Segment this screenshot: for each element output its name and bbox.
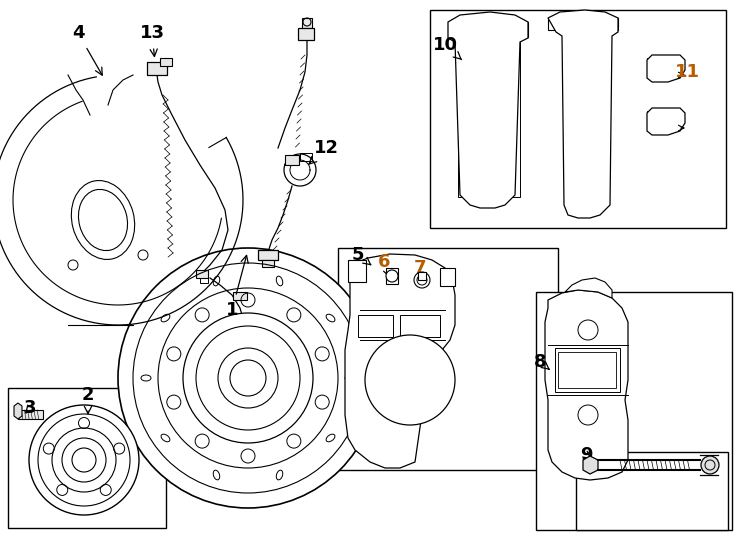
Bar [18,410,43,419]
Text: 3: 3 [23,399,36,417]
Bar [298,28,314,40]
Polygon shape [14,403,22,419]
Text: 4: 4 [72,24,102,75]
Bar [448,22,460,37]
Bar [607,18,618,30]
Circle shape [414,272,430,288]
Circle shape [118,248,378,508]
Text: 8: 8 [534,353,549,371]
Bar [668,111,680,121]
Bar [548,18,562,30]
Text: 9: 9 [580,446,592,464]
Bar [518,22,528,37]
Bar [386,268,398,284]
Text: 11: 11 [675,63,700,81]
Bar [338,248,558,470]
Bar [418,272,426,280]
Circle shape [29,405,139,515]
Polygon shape [583,456,598,474]
Text: 5: 5 [352,246,371,265]
Bar [400,315,440,337]
Polygon shape [647,108,685,135]
Bar [258,250,278,260]
Bar [200,278,208,283]
Bar [536,292,732,530]
Text: 1: 1 [226,255,248,319]
Bar [652,60,674,75]
Circle shape [365,335,455,425]
Bar [302,18,312,30]
Bar [233,292,247,300]
Circle shape [701,456,719,474]
Text: 7: 7 [414,259,426,281]
Bar [668,58,680,68]
Bar [576,452,728,530]
Polygon shape [565,278,612,298]
Bar [8,388,166,528]
Bar [196,270,208,278]
Text: 2: 2 [81,386,94,414]
Bar [262,260,274,267]
Bar [160,58,172,66]
Bar [647,58,657,68]
Polygon shape [548,10,618,218]
Polygon shape [647,55,685,82]
Polygon shape [545,290,628,480]
Bar [430,10,726,228]
Polygon shape [345,254,455,468]
Bar [647,111,657,121]
Text: 12: 12 [309,139,338,164]
Bar [458,42,520,197]
Text: 10: 10 [432,36,462,59]
Text: 13: 13 [139,24,164,57]
Bar [440,268,455,286]
Bar [300,153,312,161]
Bar [558,352,616,388]
Bar [348,260,366,282]
Circle shape [386,270,398,282]
Text: 6: 6 [378,253,390,278]
Polygon shape [448,12,528,208]
Bar [358,315,393,337]
Bar [147,62,167,75]
Bar [285,155,299,165]
Circle shape [183,313,313,443]
Bar [555,348,620,392]
Bar [652,113,674,128]
